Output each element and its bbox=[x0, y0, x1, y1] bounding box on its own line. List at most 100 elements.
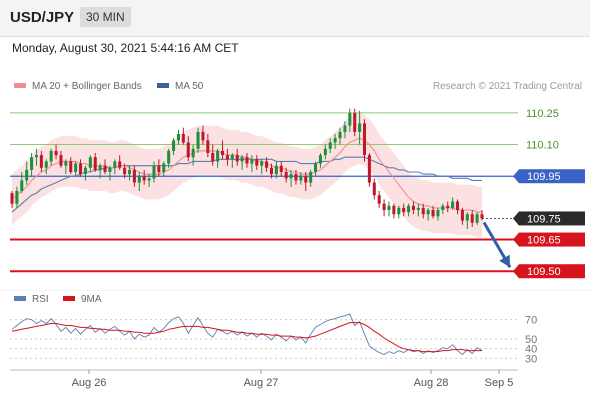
candle-body bbox=[362, 123, 367, 156]
candle-body bbox=[132, 169, 136, 183]
candle-body bbox=[284, 172, 288, 179]
projection-arrow bbox=[482, 221, 512, 268]
candle-body bbox=[426, 210, 430, 215]
candle-body bbox=[245, 157, 249, 164]
candle-body bbox=[103, 165, 107, 172]
level-label-109-50: 109.50 bbox=[527, 266, 561, 278]
candle-body bbox=[181, 134, 185, 143]
candle-body bbox=[49, 150, 53, 162]
candle-body bbox=[191, 148, 195, 158]
candle-body bbox=[221, 150, 225, 156]
candle-body bbox=[206, 140, 210, 153]
rsi-legend-swatch bbox=[14, 296, 26, 301]
candle-body bbox=[367, 155, 371, 183]
chart-header: USD/JPY 30 MIN bbox=[0, 0, 590, 37]
candle-body bbox=[123, 167, 127, 175]
candle-body bbox=[382, 203, 386, 210]
candle-body bbox=[118, 161, 122, 168]
candle-body bbox=[309, 172, 313, 183]
candle-body bbox=[299, 176, 303, 181]
candle-body bbox=[402, 207, 406, 213]
credit-text: Research © 2021 Trading Central bbox=[433, 81, 582, 92]
candle-body bbox=[460, 210, 464, 221]
candle-body bbox=[137, 176, 141, 183]
candle-body bbox=[304, 176, 308, 183]
level-tag-bg-109-75 bbox=[519, 211, 585, 226]
rsi-ma-line bbox=[11, 322, 482, 353]
candle-body bbox=[421, 207, 425, 215]
candle-body bbox=[338, 131, 342, 139]
x-axis-ticks: Aug 26 Aug 27 Aug 28 Sep 5 bbox=[72, 370, 514, 389]
candle-body bbox=[470, 214, 474, 223]
timeframe-badge[interactable]: 30 MIN bbox=[80, 7, 131, 27]
candle-body bbox=[147, 178, 151, 181]
candle-body bbox=[186, 142, 190, 158]
candle-body bbox=[15, 191, 19, 204]
rsi-ma-legend-swatch bbox=[63, 296, 75, 301]
rsi-line bbox=[11, 313, 483, 356]
timestamp: Monday, August 30, 2021 5:44:16 AM CET bbox=[12, 41, 239, 55]
candle-body bbox=[44, 161, 48, 168]
candle-body bbox=[235, 155, 239, 162]
candle-body bbox=[480, 214, 484, 219]
candle-body bbox=[387, 205, 391, 210]
level-label-110-25: 110.25 bbox=[526, 108, 559, 120]
candle-body bbox=[69, 161, 73, 172]
rsi-ma-legend-label: 9MA bbox=[81, 294, 102, 305]
candle-body bbox=[269, 167, 273, 175]
candle-body bbox=[348, 112, 352, 126]
x-tick-label: Sep 5 bbox=[485, 377, 514, 389]
bollinger-band bbox=[12, 112, 482, 238]
candle-body bbox=[59, 155, 63, 166]
price-legend: MA 20 + Bollinger Bands MA 50 Research ©… bbox=[14, 81, 582, 92]
candle-body bbox=[343, 125, 347, 132]
candle-body bbox=[25, 169, 29, 181]
key-levels: 110.25 110.10 109.95 109.75 109.65 109.50 bbox=[10, 108, 585, 279]
candle-body bbox=[260, 161, 264, 166]
candle-body bbox=[411, 205, 415, 210]
candle-body bbox=[255, 159, 259, 166]
candle-body bbox=[39, 155, 43, 168]
candle-body bbox=[54, 150, 58, 156]
candle-body bbox=[323, 148, 327, 156]
level-tag-bg-109-95 bbox=[519, 169, 585, 184]
ma50-legend-swatch bbox=[157, 83, 169, 88]
candle-body bbox=[397, 207, 401, 215]
candle-body bbox=[225, 155, 229, 160]
level-label-109-65: 109.65 bbox=[527, 235, 561, 247]
level-tag-bg-109-65 bbox=[519, 232, 585, 247]
rsi-legend: RSI 9MA bbox=[14, 294, 102, 305]
candle-body bbox=[314, 163, 318, 172]
candle-body bbox=[475, 214, 479, 223]
candle-body bbox=[416, 207, 420, 210]
projection-arrow-head bbox=[499, 254, 510, 268]
rsi-legend-label: RSI bbox=[32, 294, 49, 305]
candle-body bbox=[196, 131, 200, 149]
candle-body bbox=[152, 165, 156, 179]
rsi-tick-40: 40 bbox=[525, 344, 537, 356]
candle-body bbox=[294, 174, 298, 181]
candle-body bbox=[64, 161, 68, 166]
candle-body bbox=[108, 167, 112, 172]
candle-body bbox=[436, 210, 440, 217]
candle-body bbox=[142, 176, 146, 181]
candle-body bbox=[211, 153, 215, 162]
candle-body bbox=[167, 150, 171, 164]
candle-body bbox=[240, 157, 244, 162]
candle-body bbox=[392, 205, 396, 215]
candle-body bbox=[83, 167, 87, 175]
candle-body bbox=[20, 180, 24, 191]
candle-body bbox=[176, 134, 180, 141]
ma50-legend-label: MA 50 bbox=[175, 81, 204, 92]
symbol-title: USD/JPY bbox=[10, 9, 75, 26]
level-label-110-10: 110.10 bbox=[526, 140, 559, 152]
candle-body bbox=[113, 161, 117, 168]
x-tick-label: Aug 28 bbox=[414, 377, 449, 389]
candle-body bbox=[318, 155, 322, 164]
candle-body bbox=[127, 169, 132, 175]
candle-body bbox=[431, 210, 435, 217]
candle-body bbox=[250, 159, 254, 164]
level-label-109-75: 109.75 bbox=[527, 213, 561, 225]
candle-body bbox=[30, 157, 34, 170]
